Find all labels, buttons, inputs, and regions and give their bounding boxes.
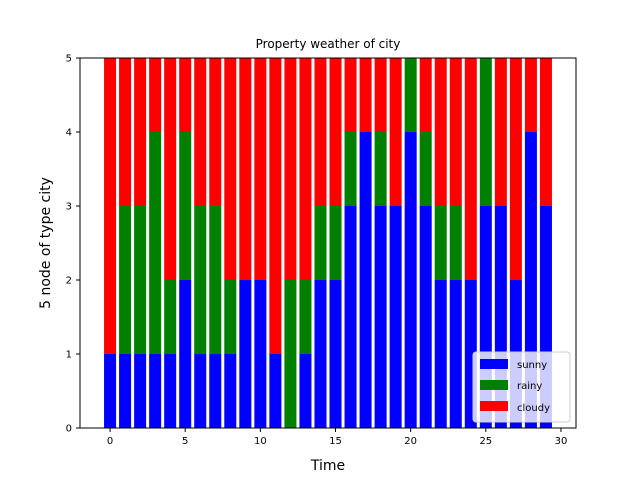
plot-frame (79, 57, 577, 429)
bar-sunny-4 (164, 354, 177, 428)
bar-rainy-21 (419, 132, 432, 206)
bar-rainy-20 (404, 58, 417, 132)
legend-label-cloudy: cloudy (517, 403, 550, 414)
bar-sunny-0 (104, 354, 117, 428)
bar-cloudy-27 (509, 58, 522, 280)
bar-rainy-23 (449, 206, 462, 280)
bar-sunny-16 (344, 206, 357, 428)
bar-sunny-20 (404, 132, 417, 428)
bar-rainy-22 (434, 206, 447, 280)
bar-cloudy-17 (359, 58, 372, 132)
y-tick-label: 3 (66, 202, 72, 213)
bar-sunny-13 (299, 354, 312, 428)
bar-cloudy-13 (299, 58, 312, 280)
bar-sunny-23 (449, 280, 462, 428)
bar-sunny-5 (179, 280, 192, 428)
bar-cloudy-1 (119, 58, 132, 206)
y-tick-label: 1 (66, 350, 72, 361)
bar-sunny-1 (119, 354, 132, 428)
bar-rainy-8 (224, 280, 237, 354)
bars-layer (104, 58, 552, 428)
bar-cloudy-8 (224, 58, 237, 280)
legend-swatch-sunny (480, 359, 508, 369)
bar-rainy-3 (149, 132, 162, 354)
x-axis-label: Time (310, 458, 345, 474)
bar-cloudy-24 (464, 58, 477, 280)
bar-sunny-6 (194, 354, 207, 428)
y-tick-label: 2 (66, 276, 72, 287)
bar-sunny-7 (209, 354, 222, 428)
bar-cloudy-28 (524, 58, 537, 132)
bar-rainy-12 (284, 280, 297, 428)
legend-swatch-rainy (480, 380, 508, 390)
bar-sunny-15 (329, 280, 342, 428)
bar-cloudy-5 (179, 58, 192, 132)
bar-cloudy-10 (254, 58, 267, 280)
x-tick-label: 10 (254, 436, 267, 447)
bar-sunny-18 (374, 206, 387, 428)
bar-rainy-4 (164, 280, 177, 354)
legend-label-sunny: sunny (517, 360, 547, 371)
legend-label-rainy: rainy (517, 381, 542, 392)
y-tick-label: 4 (66, 128, 72, 139)
bar-cloudy-7 (209, 58, 222, 206)
y-axis-ticks: 0 1 2 3 4 5 (66, 54, 80, 435)
bar-cloudy-23 (449, 58, 462, 206)
legend: sunny rainy cloudy (472, 351, 571, 423)
bar-cloudy-11 (269, 58, 282, 354)
x-tick-label: 25 (479, 436, 492, 447)
bar-sunny-10 (254, 280, 267, 428)
legend-swatch-cloudy (480, 401, 508, 411)
bar-rainy-5 (179, 132, 192, 280)
bar-sunny-14 (314, 280, 327, 428)
bar-cloudy-14 (314, 58, 327, 206)
bar-cloudy-12 (284, 58, 297, 280)
bar-cloudy-6 (194, 58, 207, 206)
bar-rainy-16 (344, 132, 357, 206)
bar-sunny-9 (239, 280, 252, 428)
x-tick-label: 15 (329, 436, 342, 447)
bar-cloudy-18 (374, 58, 387, 132)
bar-cloudy-0 (104, 58, 117, 354)
bar-sunny-22 (434, 280, 447, 428)
bar-cloudy-9 (239, 58, 252, 280)
bar-sunny-11 (269, 354, 282, 428)
x-tick-label: 5 (182, 436, 188, 447)
bar-cloudy-26 (494, 58, 507, 206)
bar-cloudy-21 (419, 58, 432, 132)
bar-cloudy-22 (434, 58, 447, 206)
bar-cloudy-3 (149, 58, 162, 132)
bar-sunny-3 (149, 354, 162, 428)
bar-rainy-15 (329, 206, 342, 280)
bar-sunny-19 (389, 206, 402, 428)
bar-cloudy-2 (134, 58, 147, 206)
bar-rainy-6 (194, 206, 207, 354)
y-axis-label: 5 node of type city (38, 177, 54, 309)
bar-rainy-2 (134, 206, 147, 354)
bar-rainy-1 (119, 206, 132, 354)
bar-cloudy-19 (389, 58, 402, 206)
bar-cloudy-16 (344, 58, 357, 132)
bar-cloudy-29 (539, 58, 552, 206)
y-tick-label: 5 (66, 54, 72, 65)
bar-sunny-8 (224, 354, 237, 428)
bar-cloudy-15 (329, 58, 342, 206)
y-tick-label: 0 (66, 424, 72, 435)
x-tick-label: 30 (555, 436, 568, 447)
bar-sunny-17 (359, 132, 372, 428)
bar-cloudy-4 (164, 58, 177, 280)
bar-rainy-18 (374, 132, 387, 206)
bar-rainy-14 (314, 206, 327, 280)
chart-title: Property weather of city (256, 37, 401, 51)
bar-rainy-7 (209, 206, 222, 354)
x-axis-ticks: 0 5 10 15 20 25 30 (107, 428, 567, 447)
bar-rainy-25 (479, 58, 492, 206)
bar-sunny-21 (419, 206, 432, 428)
bar-sunny-2 (134, 354, 147, 428)
x-tick-label: 20 (404, 436, 417, 447)
bar-rainy-13 (299, 280, 312, 354)
x-tick-label: 0 (107, 436, 113, 447)
